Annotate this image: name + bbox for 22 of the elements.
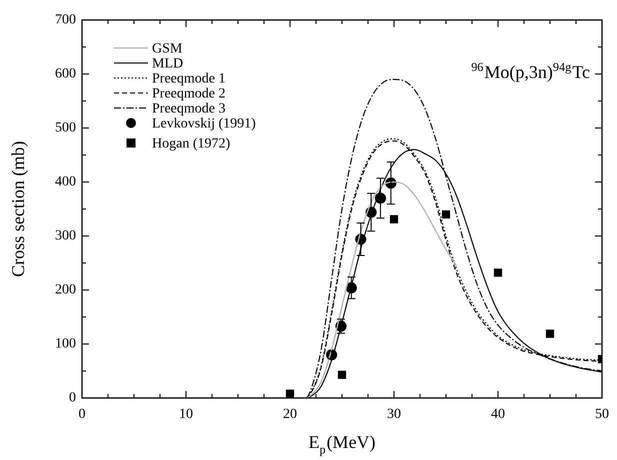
legend-label: Preeqmode 2 [152, 86, 226, 102]
y-tick-label: 400 [55, 174, 76, 190]
y-tick-label: 500 [55, 120, 76, 136]
legend-label: MLD [152, 56, 184, 72]
y-axis-title: Cross section (mb) [8, 141, 28, 277]
y-tick-label: 700 [55, 12, 76, 28]
x-tick-label: 10 [179, 407, 193, 422]
y-tick-label: 200 [55, 282, 76, 298]
legend-label: Levkovskij (1991) [152, 116, 256, 132]
x-tick-label: 30 [387, 407, 401, 422]
y-tick-label: 100 [55, 336, 76, 352]
x-tick-label: 20 [283, 407, 297, 422]
y-tick-label: 600 [55, 66, 76, 82]
x-tick-label: 50 [595, 407, 609, 422]
legend-label: Hogan (1972) [152, 136, 230, 152]
y-tick-label: 300 [55, 228, 76, 244]
legend-label: Preeqmode 1 [152, 72, 226, 87]
legend-label: GSM [152, 42, 183, 57]
legend-label: Preeqmode 3 [152, 102, 226, 117]
x-tick-label: 40 [491, 407, 505, 422]
y-tick-label: 0 [69, 390, 76, 406]
x-tick-label: 0 [78, 407, 86, 422]
